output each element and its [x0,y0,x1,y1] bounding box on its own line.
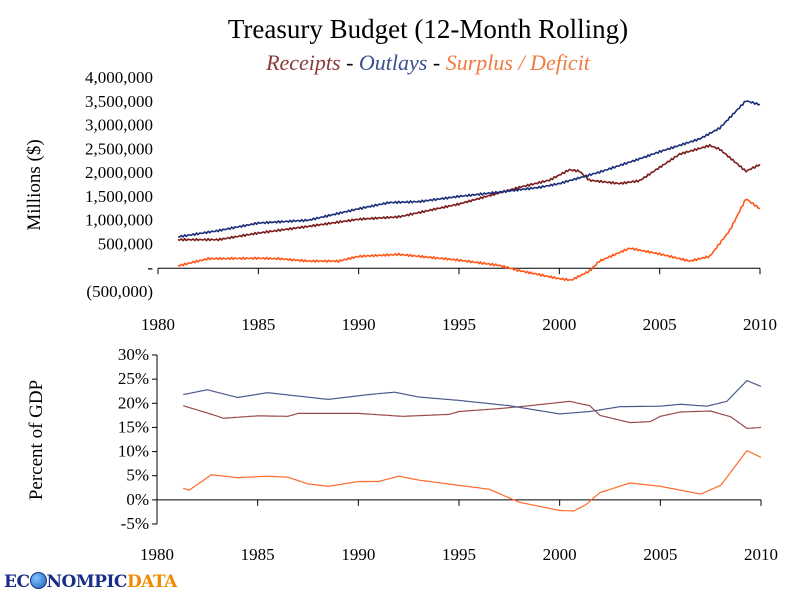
chart-subtitle: Receipts - Outlays - Surplus / Deficit [0,50,800,76]
y-tick-label: 10% [118,442,149,461]
y-tick-label: 4,000,000 [85,68,153,87]
series-line-deficit [178,198,761,282]
y-tick-label: 3,500,000 [85,92,153,111]
legend-sep: - [427,50,446,75]
chart-title: Treasury Budget (12-Month Rolling) [227,14,629,44]
y-tick-label: 2,000,000 [85,163,153,182]
y-tick-label: 25% [118,369,149,388]
y-tick-label: 5% [126,466,149,485]
logo-part: EC [4,572,30,592]
globe-icon [29,572,47,589]
x-tick-label: 1990 [342,315,376,334]
series-line-outlays-pct [183,380,762,415]
y-tick-label: 15% [118,417,149,436]
series-line-outlays [178,100,761,238]
x-tick-label: 2000 [543,545,577,564]
y-tick-label: -5% [121,514,149,533]
logo-part: DATA [126,572,177,592]
legend-sep: - [340,50,359,75]
x-tick-label: 1985 [241,315,275,334]
x-tick-label: 2005 [643,545,677,564]
y-tick-label: 1,000,000 [85,211,153,230]
y-tick-label: 3,000,000 [85,116,153,135]
y-axis-label: Percent of GDP [26,380,47,500]
x-tick-label: 2010 [743,315,777,334]
y-axis-label: Millions ($) [24,139,45,230]
economicdata-logo: EC NOMPICDATA [4,572,177,592]
y-tick-label: 20% [118,393,149,412]
x-tick-label: 1995 [442,545,476,564]
x-tick-label: 2010 [744,545,778,564]
legend-deficit: Surplus / Deficit [445,50,590,75]
x-tick-label: 1995 [442,315,476,334]
y-tick-label: 500,000 [98,234,153,253]
y-tick-label: (500,000) [86,282,153,301]
series-line-receipts [177,143,761,242]
logo-part: NOMPIC [46,572,128,592]
legend-outlays: Outlays [358,50,428,75]
y-tick-label: - [147,258,153,277]
legend-receipts: Receipts [266,50,341,75]
y-tick-label: 1,500,000 [85,187,153,206]
y-tick-label: 30% [118,345,149,364]
x-tick-label: 1990 [341,545,375,564]
y-tick-label: 0% [126,490,149,509]
x-tick-label: 2005 [643,315,677,334]
x-tick-label: 1985 [241,545,275,564]
series-line-receipts-pct [183,400,762,429]
y-tick-label: 2,500,000 [85,139,153,158]
x-tick-label: 1980 [140,545,174,564]
series-line-deficit-pct [183,450,762,512]
x-tick-label: 1980 [141,315,175,334]
x-tick-label: 2000 [542,315,576,334]
